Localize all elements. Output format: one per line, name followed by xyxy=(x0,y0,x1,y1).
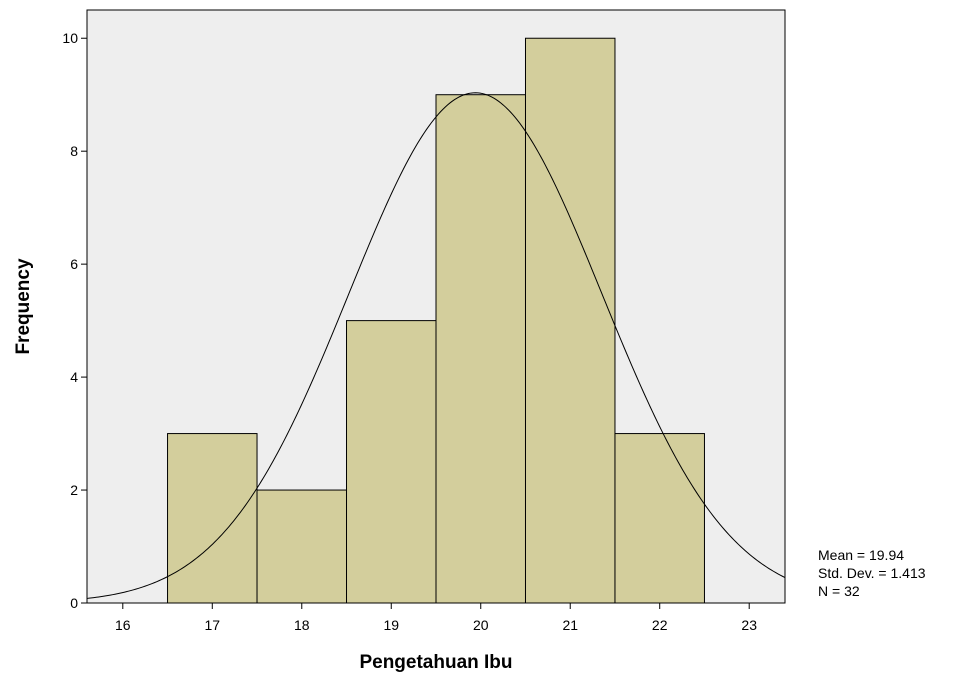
stat-mean: Mean = 19.94 xyxy=(818,547,904,563)
histogram-bar xyxy=(524,37,616,604)
y-tick-label: 8 xyxy=(70,143,78,159)
x-tick-label: 21 xyxy=(562,617,578,633)
stat-std-dev: Std. Dev. = 1.413 xyxy=(818,565,926,581)
histogram-bar xyxy=(346,320,437,604)
y-tick-label: 6 xyxy=(70,256,78,272)
x-axis-title: Pengetahuan Ibu xyxy=(359,652,512,673)
y-tick-label: 2 xyxy=(70,482,78,498)
y-tick-label: 4 xyxy=(70,369,78,385)
y-axis: 0 2 4 6 8 10 xyxy=(62,30,87,611)
stats-box: Mean = 19.94 Std. Dev. = 1.413 N = 32 xyxy=(818,547,926,599)
y-tick-label: 0 xyxy=(70,595,78,611)
stat-n: N = 32 xyxy=(818,583,860,599)
histogram-bar xyxy=(614,433,705,604)
bars-layer xyxy=(167,37,705,604)
x-axis: 16 17 18 19 20 21 22 23 xyxy=(115,603,757,633)
x-tick-label: 17 xyxy=(204,617,220,633)
histogram-bar xyxy=(435,94,526,604)
x-tick-label: 22 xyxy=(652,617,668,633)
x-tick-label: 16 xyxy=(115,617,131,633)
x-tick-label: 20 xyxy=(473,617,489,633)
y-axis-title: Frequency xyxy=(13,258,34,355)
x-tick-label: 18 xyxy=(294,617,310,633)
x-tick-label: 23 xyxy=(741,617,757,633)
histogram-bar xyxy=(167,433,258,604)
y-tick-label: 10 xyxy=(62,30,78,46)
histogram-bar xyxy=(256,489,348,604)
x-tick-label: 19 xyxy=(383,617,399,633)
normal-curve xyxy=(86,92,786,599)
